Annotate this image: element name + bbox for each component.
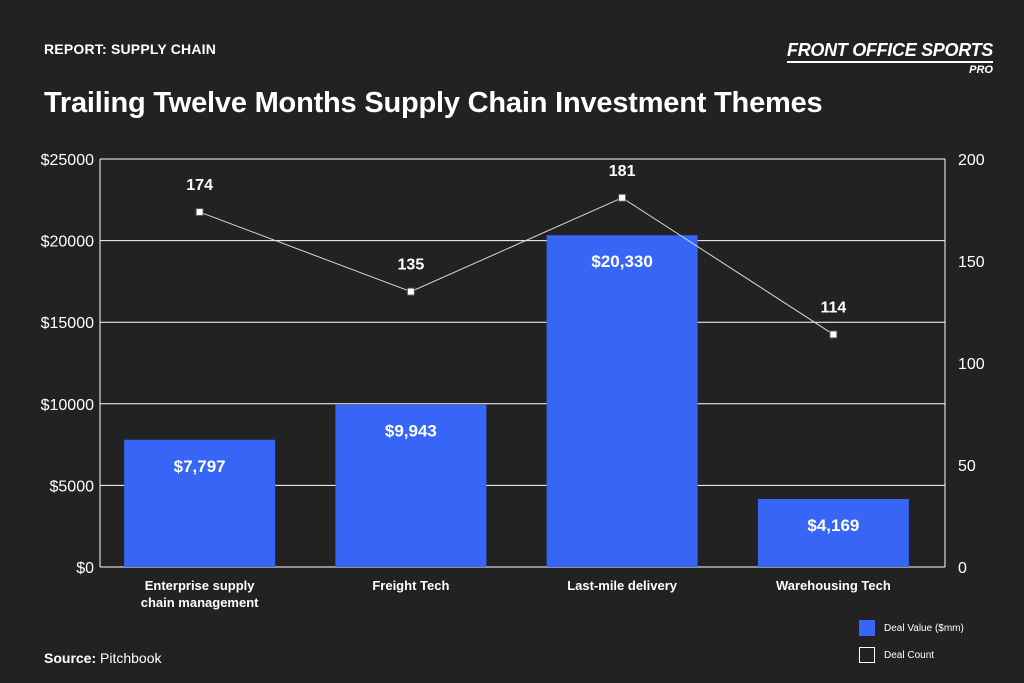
bar-value-label: $4,169 xyxy=(807,516,859,535)
line-value-label: 114 xyxy=(820,299,846,316)
x-tick-label: Enterprise supply xyxy=(145,578,256,593)
source-note: Source: Pitchbook xyxy=(44,650,162,666)
x-tick-label: chain management xyxy=(141,595,259,610)
y-left-tick-label: $0 xyxy=(76,560,94,577)
y-left-tick-label: $10000 xyxy=(41,397,94,414)
line-point xyxy=(406,287,415,296)
x-tick-label: Last-mile delivery xyxy=(567,578,678,593)
legend-swatch-line xyxy=(859,647,875,663)
bar-value-label: $20,330 xyxy=(591,252,652,271)
legend-item-deal-value: Deal Value ($mm) xyxy=(859,619,964,637)
bar-value-label: $9,943 xyxy=(385,422,437,441)
line-value-label: 135 xyxy=(398,257,425,274)
legend-label-deal-value: Deal Value ($mm) xyxy=(884,622,964,634)
legend-item-deal-count: Deal Count xyxy=(859,646,964,664)
y-right-tick-label: 100 xyxy=(958,356,985,373)
bar-value-label: $7,797 xyxy=(174,457,226,476)
source-label: Source: xyxy=(44,650,97,666)
legend-swatch-bar xyxy=(859,620,875,636)
brand-logo: FRONT OFFICE SPORTS PRO xyxy=(787,40,993,76)
brand-name: FRONT OFFICE SPORTS xyxy=(787,40,993,63)
source-value: Pitchbook xyxy=(100,650,162,666)
y-right-tick-label: 150 xyxy=(958,254,985,271)
chart-title: Trailing Twelve Months Supply Chain Inve… xyxy=(44,87,823,119)
legend-label-deal-count: Deal Count xyxy=(884,649,935,661)
line-point xyxy=(618,193,627,202)
y-right-tick-label: 50 xyxy=(958,458,976,475)
y-left-tick-label: $5000 xyxy=(50,478,95,495)
deal-count-line xyxy=(199,197,834,335)
bar xyxy=(757,498,909,567)
report-label: REPORT: SUPPLY CHAIN xyxy=(44,41,217,57)
x-tick-label: Freight Tech xyxy=(372,578,449,593)
y-right-tick-label: 200 xyxy=(958,152,985,169)
brand-sub: PRO xyxy=(969,64,993,76)
y-left-tick-label: $20000 xyxy=(41,234,94,251)
bar xyxy=(124,439,276,567)
bar xyxy=(335,404,487,567)
y-right-tick-label: 0 xyxy=(958,560,967,577)
line-point xyxy=(829,330,838,339)
chart-legend: Deal Value ($mm) Deal Count xyxy=(859,619,964,673)
line-value-label: 181 xyxy=(609,163,636,180)
y-left-tick-label: $15000 xyxy=(41,315,94,332)
x-tick-label: Warehousing Tech xyxy=(776,578,891,593)
line-value-label: 174 xyxy=(186,177,213,194)
y-left-tick-label: $25000 xyxy=(41,152,94,169)
line-point xyxy=(195,208,204,217)
bar xyxy=(546,235,698,567)
